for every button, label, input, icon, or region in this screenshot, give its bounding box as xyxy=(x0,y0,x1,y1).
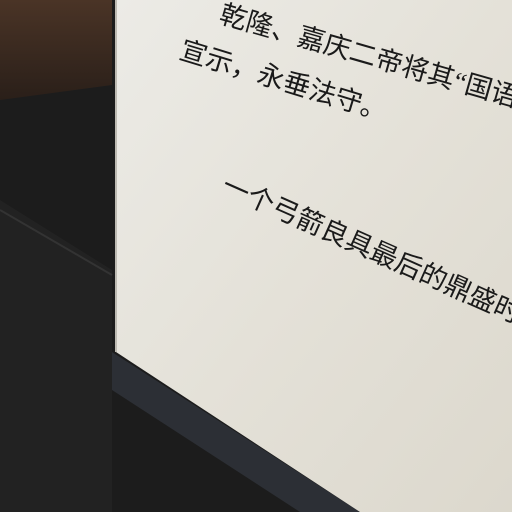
panel xyxy=(116,0,512,512)
floor xyxy=(0,200,112,512)
floor-seam xyxy=(0,209,113,276)
baseboard xyxy=(112,352,360,512)
wood-shelf xyxy=(0,0,112,100)
